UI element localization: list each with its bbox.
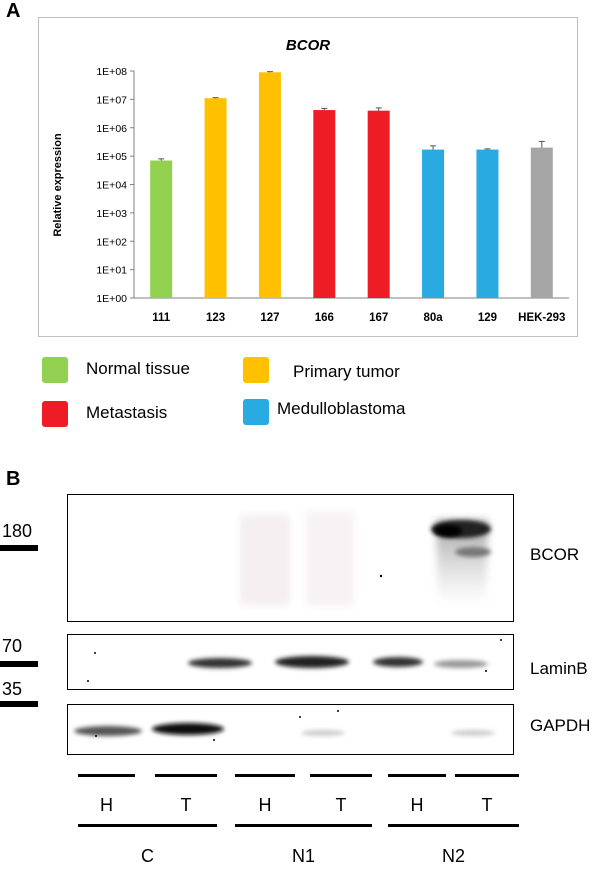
blot-laminb-image (87, 639, 502, 682)
legend-label: Primary tumor (293, 362, 400, 381)
bar-166 (313, 110, 336, 298)
y-tick-label: 1E+04 (96, 180, 127, 192)
y-tick-label: 1E+01 (96, 265, 127, 277)
chart-title: BCOR (286, 37, 330, 54)
y-tick-label: 1E+08 (96, 66, 127, 78)
band-label-laminb: LaminB (530, 659, 588, 678)
y-tick-label: 1E+03 (96, 208, 127, 220)
blot-bcor-image (240, 511, 491, 606)
chart-canvas: BCOR Relative expression 1E+00 1E+01 1E+02 1E… (52, 37, 569, 324)
x-tick-label: 166 (315, 312, 334, 324)
bar-111 (150, 160, 173, 298)
y-tick-label: 1E+00 (96, 293, 127, 305)
legend-label: Medulloblastoma (277, 399, 406, 418)
x-tick-label: 123 (206, 312, 225, 324)
bar-167 (367, 110, 390, 298)
y-axis-label: Relative expression (52, 133, 64, 237)
bar-80a (422, 149, 445, 298)
bar-127 (258, 72, 281, 298)
marker-line-70 (0, 661, 38, 667)
bar-HEK-293 (530, 147, 553, 298)
band-label-bcor: BCOR (530, 545, 580, 564)
legend-label: Normal tissue (86, 359, 190, 378)
y-tick-label: 1E+05 (96, 151, 127, 163)
group-line-c (78, 824, 217, 827)
marker-line-180 (0, 545, 38, 551)
group-line-n1 (235, 824, 372, 827)
lane-line-c-t (155, 774, 217, 777)
x-tick-label: 127 (260, 312, 279, 324)
lane-line-n2-t (455, 774, 519, 777)
lane-line-n1-t (310, 774, 372, 777)
legend-swatch (243, 357, 269, 383)
blot-gapdh (67, 704, 514, 755)
marker-label-180: 180 (2, 521, 33, 541)
x-tick-label: 111 (152, 312, 171, 324)
bar-123 (204, 98, 227, 298)
lane-label-n1-h: H (258, 795, 272, 815)
blot-bcor (67, 494, 514, 622)
marker-line-35 (0, 701, 38, 707)
x-tick-label: 80a (423, 312, 443, 324)
marker-label-70: 70 (2, 636, 23, 656)
x-tick-label: HEK-293 (518, 312, 565, 324)
y-tick-label: 1E+06 (96, 123, 127, 135)
marker-label-35: 35 (2, 679, 23, 699)
bar-129 (476, 149, 499, 298)
lane-label-c-h: H (100, 795, 113, 815)
blot-gapdh-image (74, 710, 495, 741)
lane-label-c-t: T (180, 795, 192, 815)
panel-a-label: A (6, 0, 21, 22)
x-tick-label: 129 (478, 312, 497, 324)
panel-b-label: B (6, 468, 21, 490)
legend-swatch (42, 401, 68, 427)
group-label-c: C (141, 846, 154, 866)
lane-line-c-h (78, 774, 135, 777)
lane-line-n2-h (388, 774, 446, 777)
y-tick-label: 1E+07 (96, 94, 127, 106)
group-label-n2: N2 (441, 846, 465, 866)
legend-swatch (243, 399, 269, 425)
x-tick-label: 167 (369, 312, 388, 324)
blot-laminb (67, 634, 514, 690)
y-tick-label: 1E+02 (96, 236, 127, 248)
lane-label-n2-t: T (481, 795, 493, 815)
legend-label: Metastasis (86, 403, 168, 422)
lane-label-n1-t: T (335, 795, 347, 815)
bar-chart: BCOR Relative expression 1E+00 1E+01 1E+02 1E… (38, 17, 578, 337)
legend-swatch (42, 357, 68, 383)
group-line-n2 (388, 824, 519, 827)
band-label-gapdh: GAPDH (530, 716, 591, 735)
lane-label-n2-h: H (410, 795, 424, 815)
lane-line-n1-h (235, 774, 295, 777)
group-label-n1: N1 (291, 846, 315, 866)
